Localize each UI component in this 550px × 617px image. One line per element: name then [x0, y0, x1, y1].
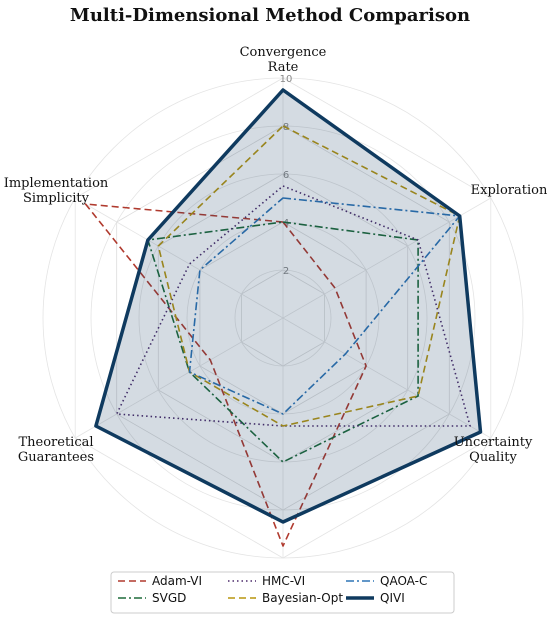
chart-title: Multi-Dimensional Method Comparison: [70, 5, 470, 26]
grid-spoke: [74, 317, 284, 439]
axis-label: Convergence Rate: [240, 45, 327, 75]
series-adam-vi: [84, 203, 367, 547]
legend: Adam-VI SVGD HMC-VI Bayesian-Opt QAOA-C QIVI: [110, 571, 455, 614]
axis-label: Theoretical Guarantees: [18, 435, 94, 465]
legend-label: HMC-VI: [262, 574, 305, 588]
radial-tick-label: 4: [283, 218, 289, 229]
axis-label: Exploration: [471, 183, 548, 198]
radial-tick-label: 6: [283, 170, 289, 181]
legend-label: Bayesian-Opt: [262, 591, 343, 605]
axis-label: Uncertainty Quality: [454, 435, 533, 465]
legend-label: QIVI: [380, 591, 405, 605]
axis-labels: Convergence Rate Exploration Uncertainty Qua…: [4, 45, 548, 465]
legend-box: [110, 571, 455, 614]
grid-spoke: [74, 197, 284, 319]
radial-tick-label: 10: [280, 74, 293, 85]
grid-spoke: [282, 317, 492, 439]
grid: [42, 77, 524, 559]
grid-spoke: [282, 197, 492, 319]
radial-tick-label: 2: [283, 266, 289, 277]
legend-label: Adam-VI: [152, 574, 202, 588]
legend-label: QAOA-C: [380, 574, 427, 588]
series-hmc-vi: [115, 185, 471, 427]
legend-label: SVGD: [152, 591, 186, 605]
series-qivi: [94, 88, 483, 524]
axis-label: Implementation Simplicity: [4, 176, 109, 206]
series-lines: [84, 88, 483, 547]
